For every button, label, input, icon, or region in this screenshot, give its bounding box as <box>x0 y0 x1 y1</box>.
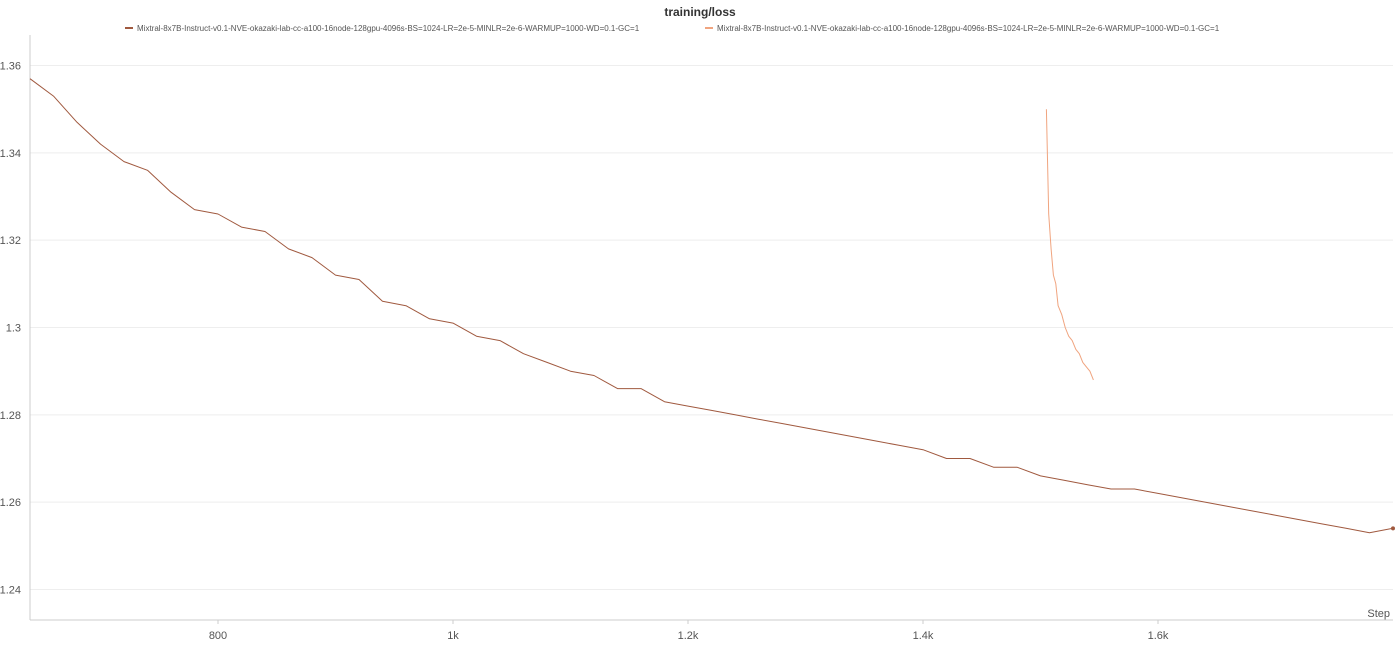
legend: Mixtral-8x7B-Instruct-v0.1-NVE-okazaki-l… <box>125 24 1220 33</box>
series-lines <box>29 78 1395 534</box>
legend-entry: Mixtral-8x7B-Instruct-v0.1-NVE-okazaki-l… <box>717 24 1220 33</box>
y-tick-label: 1.34 <box>0 148 21 160</box>
x-tick-label: 1k <box>447 630 459 642</box>
y-tick-label: 1.36 <box>0 61 21 73</box>
series-end-point <box>1391 526 1395 531</box>
tick-labels: 1.24 1.26 1.28 1.3 1.32 1.34 1.36 800 1k 1.2k 1.4k… <box>0 61 1169 642</box>
grid-lines <box>30 65 1393 590</box>
series-line-2 <box>1045 109 1094 381</box>
x-tick-label: 1.6k <box>1148 630 1169 642</box>
y-tick-label: 1.3 <box>6 323 21 335</box>
series-line-1 <box>29 78 1394 534</box>
axes <box>29 35 1393 624</box>
x-axis-label: Step <box>1367 608 1390 620</box>
chart-title: training/loss <box>664 5 736 19</box>
y-tick-label: 1.32 <box>0 235 21 247</box>
x-tick-label: 1.2k <box>678 630 699 642</box>
x-tick-label: 800 <box>209 630 227 642</box>
y-tick-label: 1.28 <box>0 410 21 422</box>
y-tick-label: 1.24 <box>0 584 21 596</box>
x-tick-label: 1.4k <box>913 630 934 642</box>
y-tick-label: 1.26 <box>0 497 21 509</box>
legend-entry: Mixtral-8x7B-Instruct-v0.1-NVE-okazaki-l… <box>137 24 640 33</box>
